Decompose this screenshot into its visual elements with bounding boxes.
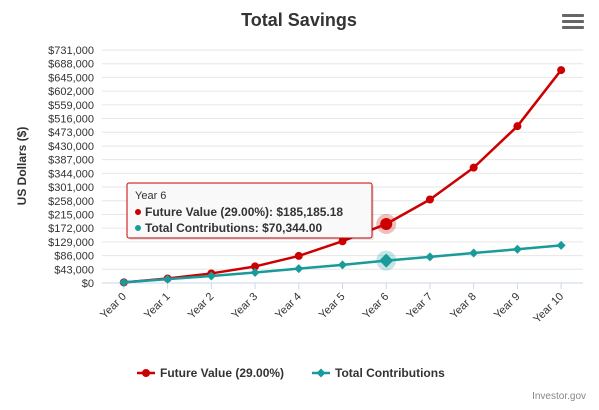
data-point (556, 240, 566, 250)
data-point (557, 66, 566, 75)
data-point (163, 274, 173, 284)
tooltip-bullet (135, 209, 141, 215)
data-point (119, 277, 129, 287)
data-point (250, 267, 260, 277)
data-point (469, 248, 479, 258)
grid (102, 49, 583, 284)
x-tick-label: Year 8 (448, 291, 479, 322)
legend: Future Value (29.00%) Total Contributions (137, 366, 445, 380)
x-tick-label: Year 10 (531, 291, 566, 326)
data-point (338, 237, 347, 246)
data-point (251, 262, 260, 271)
x-tick-label: Year 4 (273, 291, 304, 322)
tooltip-label: Total Contributions: (145, 221, 262, 235)
tooltip-header: Year 6 (135, 190, 166, 202)
tooltip-box (126, 182, 373, 239)
series-total-contributions (119, 240, 566, 287)
y-axis: $0 $43,000$86,000 $129,000 $172,000 $215,000… (48, 45, 94, 290)
data-point (206, 271, 216, 281)
legend-item-total-contributions[interactable]: Total Contributions (312, 366, 445, 380)
data-point (512, 244, 522, 254)
data-point (338, 260, 347, 270)
y-tick-label: $129,000 (48, 237, 94, 249)
data-point (294, 264, 304, 274)
data-point (380, 217, 393, 230)
y-tick-label: $172,000 (48, 223, 94, 235)
legend-label: Future Value (29.00%) (160, 366, 284, 380)
data-point (469, 163, 478, 172)
x-tick-label: Year 1 (142, 291, 173, 322)
x-tick-label: Year 3 (229, 291, 260, 322)
tooltip-value: $70,344.00 (262, 221, 322, 235)
series-future-value (119, 66, 566, 287)
x-tick-label: Year 9 (492, 291, 523, 322)
series-layer (119, 66, 566, 287)
y-tick-label: $43,000 (54, 264, 94, 276)
data-point (294, 251, 303, 260)
y-tick-label: $86,000 (54, 251, 94, 263)
credit-text[interactable]: Investor.gov (532, 391, 586, 402)
y-tick-label: $645,000 (48, 72, 94, 84)
y-tick-label: $602,000 (48, 86, 94, 98)
y-tick-label: $688,000 (48, 59, 94, 71)
legend-label: Total Contributions (335, 366, 445, 380)
y-tick-label: $0 (82, 278, 94, 290)
x-tick-label: Year 2 (186, 291, 217, 322)
data-point (513, 122, 522, 131)
chart-title: Total Savings (241, 10, 357, 30)
y-tick-label: $516,000 (48, 114, 94, 126)
legend-marker (316, 368, 326, 378)
data-point (425, 195, 434, 204)
data-point (379, 253, 394, 268)
tooltip-line: Future Value (29.00%): $185,185.18 (145, 205, 343, 219)
tooltip-label: Future Value (29.00%): (145, 205, 276, 219)
x-tick-label: Year 6 (361, 291, 392, 322)
y-tick-label: $344,000 (48, 168, 94, 180)
x-tick-label: Year 5 (317, 291, 348, 322)
y-tick-label: $301,000 (48, 182, 94, 194)
tooltip-value: $185,185.18 (276, 205, 343, 219)
y-tick-label: $387,000 (48, 155, 94, 167)
y-tick-label: $731,000 (48, 45, 94, 57)
y-tick-label: $258,000 (48, 196, 94, 208)
x-axis: Year 0 Year 1 Year 2 Year 3 Year 4 Year 5 Year… (98, 282, 583, 326)
data-point (425, 252, 435, 262)
y-tick-label: $215,000 (48, 209, 94, 221)
legend-item-future-value[interactable]: Future Value (29.00%) (137, 366, 284, 380)
x-tick-label: Year 0 (98, 291, 129, 322)
tooltip: Year 6 Future Value (29.00%): $185,185.18… (126, 182, 374, 240)
legend-marker (142, 369, 150, 377)
y-axis-label: US Dollars ($) (15, 127, 29, 206)
hamburger-menu-icon[interactable] (562, 14, 584, 34)
tooltip-line: Total Contributions: $70,344.00 (145, 221, 322, 235)
y-tick-label: $473,000 (48, 127, 94, 139)
tooltip-bullet (135, 225, 141, 231)
y-tick-label: $559,000 (48, 100, 94, 112)
y-tick-label: $430,000 (48, 141, 94, 153)
x-tick-label: Year 7 (404, 291, 435, 322)
